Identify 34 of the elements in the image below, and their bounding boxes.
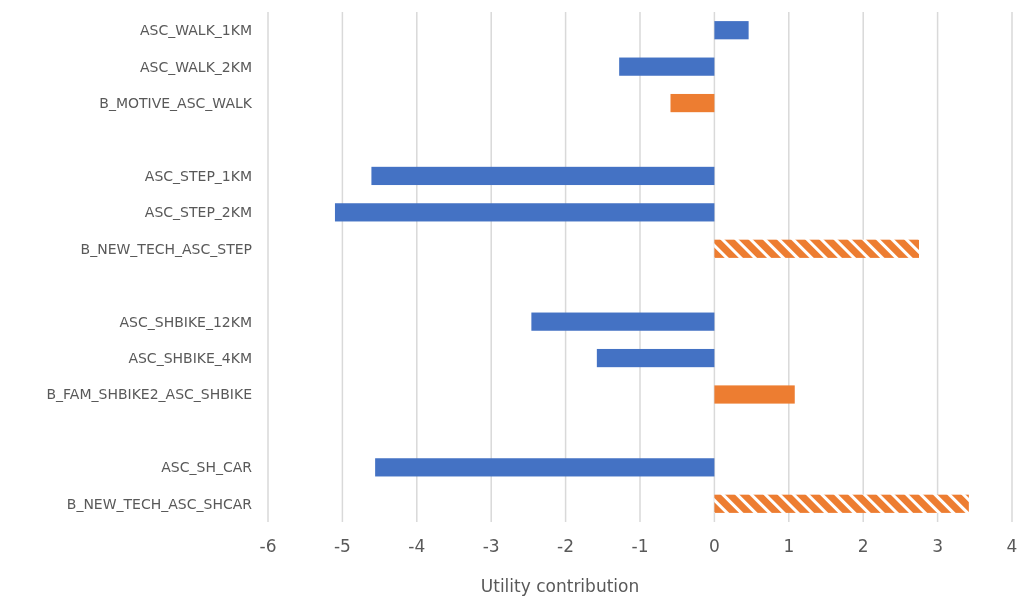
bar (714, 21, 749, 40)
x-tick-label: 1 (783, 536, 795, 556)
bar (531, 312, 715, 331)
x-tick-label: -1 (631, 536, 649, 556)
y-tick-label: B_NEW_TECH_ASC_SHCAR (66, 495, 253, 512)
bar (619, 57, 715, 76)
y-tick-label: ASC_WALK_1KM (139, 22, 252, 39)
bar (334, 203, 715, 222)
bar (670, 93, 715, 113)
bar (371, 166, 715, 186)
bar (714, 494, 969, 513)
y-tick-label: ASC_SHBIKE_4KM (128, 349, 252, 366)
x-tick-label: -5 (333, 536, 351, 556)
y-tick-label: ASC_SHBIKE_12KM (119, 313, 252, 330)
bar (714, 385, 795, 404)
x-tick-label: -6 (259, 536, 277, 556)
y-tick-label: ASC_SH_CAR (161, 459, 253, 476)
bar (375, 458, 715, 477)
x-tick-label: -3 (482, 536, 500, 556)
bar (714, 239, 919, 258)
y-tick-label: B_FAM_SHBIKE2_ASC_SHBIKE (46, 386, 252, 403)
x-tick-label: 0 (708, 536, 720, 556)
x-axis-title: Utility contribution (480, 576, 640, 596)
x-tick-label: 4 (1006, 536, 1018, 556)
y-tick-label: B_MOTIVE_ASC_WALK (99, 94, 253, 111)
x-tick-label: 3 (932, 536, 944, 556)
y-tick-label: ASC_STEP_1KM (144, 167, 252, 184)
x-tick-label: -2 (557, 536, 575, 556)
x-tick-label: 2 (857, 536, 869, 556)
y-tick-label: B_NEW_TECH_ASC_STEP (80, 240, 252, 257)
y-tick-label: ASC_STEP_2KM (144, 204, 252, 221)
x-tick-label: -4 (408, 536, 426, 556)
y-tick-label: ASC_WALK_2KM (139, 58, 252, 75)
bar (596, 348, 715, 368)
